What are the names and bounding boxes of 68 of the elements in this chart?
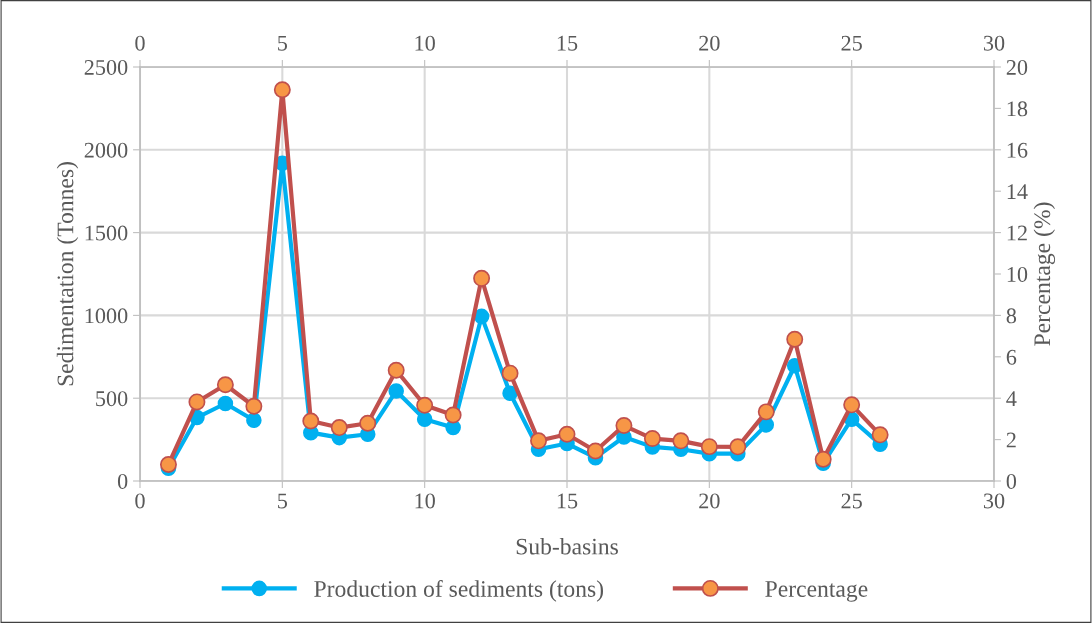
point: [843, 396, 861, 414]
x-tick-label: 0: [135, 493, 145, 509]
x-tick-label: 15: [557, 493, 578, 509]
y2-tick-label: 12: [1007, 225, 1027, 241]
point: [217, 395, 234, 412]
y-tick-label: 2000: [84, 142, 128, 158]
point: [558, 425, 576, 443]
y-tick-label: 0: [117, 473, 128, 489]
y-tick-label: 1000: [85, 308, 128, 324]
point: [473, 269, 491, 287]
point: [586, 442, 604, 460]
x-tick-label: 25: [841, 493, 862, 509]
y2-tick-label: 0: [1006, 473, 1017, 489]
point: [871, 426, 889, 444]
point: [672, 432, 690, 450]
point: [245, 397, 263, 415]
x-tick-label: 30: [983, 493, 1005, 509]
x2-tick-label: 25: [841, 35, 862, 51]
y-tick-label: 1500: [85, 225, 128, 241]
y-axis-title: Sedimentation (Tonnes): [56, 162, 79, 386]
x2-tick-label: 10: [415, 35, 435, 51]
point: [416, 411, 433, 428]
x2-tick-label: 15: [557, 35, 578, 51]
point: [302, 412, 320, 430]
point: [473, 308, 490, 325]
x-axis-title: Sub-basins: [516, 537, 618, 555]
point: [216, 376, 234, 394]
x2-tick-label: 5: [278, 35, 288, 51]
y-tick-label: 2500: [84, 59, 128, 75]
y2-tick-label: 4: [1006, 391, 1017, 406]
y2-tick-label: 18: [1007, 101, 1028, 117]
x-tick-label: 10: [415, 493, 435, 509]
point: [786, 330, 804, 348]
y2-tick-label: 6: [1006, 349, 1017, 365]
y2-tick-label: 14: [1007, 184, 1028, 199]
point: [814, 450, 832, 468]
point: [615, 417, 633, 434]
x2-tick-label: 20: [699, 35, 720, 51]
legend-label: Percentage: [765, 581, 868, 602]
x2-tick-label: 0: [135, 35, 145, 51]
point: [700, 438, 718, 456]
point: [273, 81, 291, 99]
y2-tick-label: 16: [1007, 142, 1028, 158]
x-tick-label: 20: [699, 493, 720, 509]
point: [188, 393, 206, 411]
y2-tick-label: 2: [1006, 432, 1016, 448]
x-tick-label: 5: [278, 493, 288, 509]
point: [502, 385, 518, 402]
y2-tick-label: 20: [1006, 59, 1028, 75]
point: [246, 412, 262, 429]
point: [729, 438, 747, 456]
legend-label: Production of sediments (tons): [314, 580, 604, 602]
y2-axis-title: Percentage (%): [1033, 202, 1056, 346]
point: [444, 406, 462, 424]
point: [387, 361, 405, 379]
y2-tick-label: 10: [1007, 266, 1028, 282]
point: [501, 364, 519, 382]
point: [359, 414, 377, 432]
point: [643, 430, 661, 448]
y2-tick-label: 8: [1006, 308, 1017, 324]
y-tick-label: 500: [96, 391, 128, 407]
point: [159, 455, 177, 473]
point: [530, 432, 548, 450]
x2-tick-label: 30: [983, 35, 1005, 51]
point: [388, 383, 404, 399]
point: [330, 419, 348, 437]
point: [416, 396, 434, 414]
point: [757, 403, 775, 421]
